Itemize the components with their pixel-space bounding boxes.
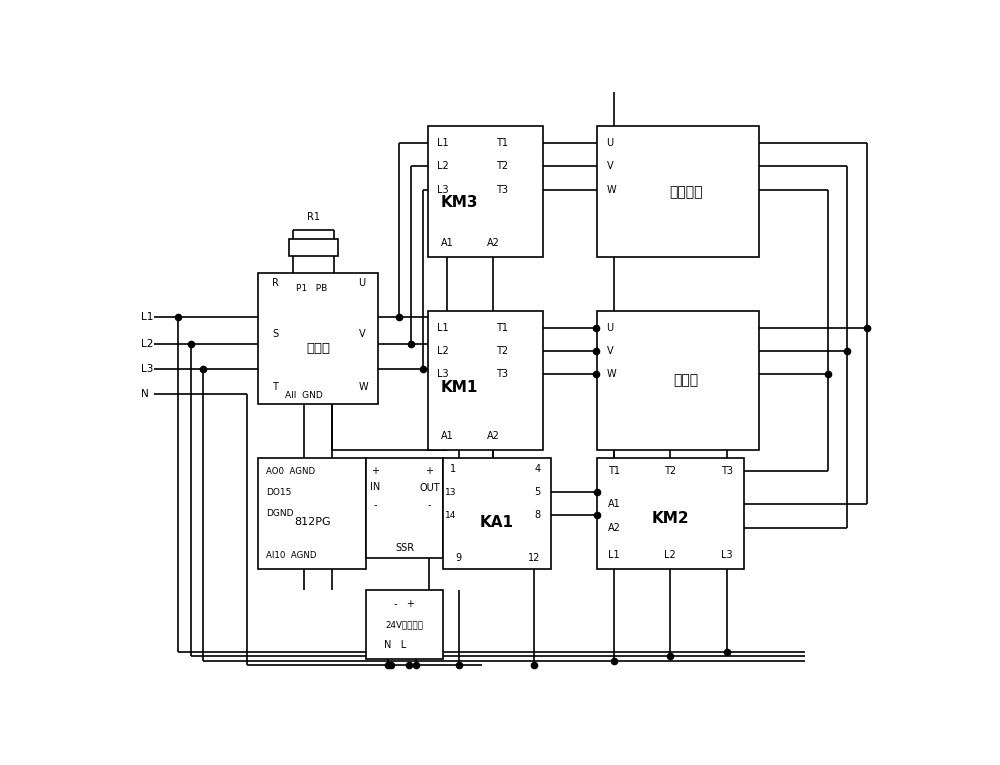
Text: A2: A2 — [487, 431, 500, 441]
Text: W: W — [606, 369, 616, 379]
Bar — [443, 457, 551, 569]
Text: A2: A2 — [608, 523, 621, 533]
Bar — [289, 239, 338, 256]
Text: L2: L2 — [437, 161, 449, 171]
Text: T3: T3 — [721, 467, 733, 477]
Text: L2: L2 — [141, 339, 154, 349]
Text: -   +: - + — [394, 599, 415, 609]
Text: W: W — [606, 184, 616, 194]
Text: U: U — [358, 278, 366, 288]
Text: R: R — [272, 278, 279, 288]
Text: L1: L1 — [141, 312, 154, 322]
Text: AII  GND: AII GND — [285, 392, 323, 400]
Text: +: + — [425, 467, 433, 477]
Text: V: V — [358, 330, 365, 340]
Text: S: S — [272, 330, 278, 340]
Bar — [597, 311, 759, 450]
Text: 4: 4 — [534, 464, 540, 474]
Text: KM3: KM3 — [440, 195, 478, 210]
Text: DGND: DGND — [266, 509, 294, 518]
Text: L2: L2 — [664, 550, 676, 560]
Text: T1: T1 — [608, 467, 620, 477]
Text: 812PG: 812PG — [294, 517, 331, 527]
Text: U: U — [606, 323, 614, 334]
Text: T2: T2 — [664, 467, 676, 477]
Text: T1: T1 — [496, 323, 508, 334]
Text: U: U — [606, 138, 614, 148]
Text: 14: 14 — [445, 511, 457, 519]
Bar — [366, 457, 443, 558]
Bar — [597, 457, 744, 569]
Text: 12: 12 — [528, 552, 540, 562]
Text: T2: T2 — [496, 347, 508, 356]
Bar — [258, 273, 378, 404]
Text: T3: T3 — [496, 184, 508, 194]
Bar — [428, 126, 543, 257]
Text: L3: L3 — [141, 364, 154, 374]
Text: DO15: DO15 — [266, 488, 291, 496]
Bar — [366, 590, 443, 659]
Text: KM1: KM1 — [440, 380, 478, 395]
Text: L1: L1 — [608, 550, 620, 560]
Text: R1: R1 — [307, 213, 320, 223]
Text: 辅助风机: 辅助风机 — [669, 185, 703, 199]
Text: L3: L3 — [437, 184, 449, 194]
Text: AI10  AGND: AI10 AGND — [266, 551, 317, 560]
Text: L1: L1 — [437, 138, 449, 148]
Text: 5: 5 — [534, 487, 540, 497]
Text: 1: 1 — [450, 464, 456, 474]
Text: T: T — [272, 382, 278, 392]
Bar — [428, 311, 543, 450]
Text: 主风机: 主风机 — [674, 373, 699, 388]
Text: T3: T3 — [496, 369, 508, 379]
Text: L3: L3 — [721, 550, 732, 560]
Text: KA1: KA1 — [480, 515, 514, 530]
Text: T1: T1 — [496, 138, 508, 148]
Text: KM2: KM2 — [652, 512, 689, 526]
Text: 24V开关电源: 24V开关电源 — [386, 620, 424, 629]
Text: A1: A1 — [441, 431, 453, 441]
Text: N: N — [141, 389, 149, 399]
Text: AO0  AGND: AO0 AGND — [266, 467, 315, 476]
Text: -: - — [374, 500, 377, 510]
Text: A1: A1 — [608, 499, 621, 509]
Text: 变频器: 变频器 — [306, 342, 330, 355]
Text: V: V — [606, 161, 613, 171]
Text: IN: IN — [370, 482, 381, 492]
Text: OUT: OUT — [419, 483, 440, 493]
Text: N   L: N L — [384, 640, 407, 650]
Text: W: W — [358, 382, 368, 392]
Text: V: V — [606, 347, 613, 356]
Text: L3: L3 — [437, 369, 449, 379]
Text: L2: L2 — [437, 347, 449, 356]
Text: +: + — [371, 467, 379, 477]
Bar — [597, 126, 759, 257]
Text: A1: A1 — [441, 239, 453, 249]
Bar — [258, 457, 366, 569]
Text: A2: A2 — [487, 239, 500, 249]
Text: 8: 8 — [534, 510, 540, 520]
Text: -: - — [428, 500, 431, 510]
Text: L1: L1 — [437, 323, 449, 334]
Text: 13: 13 — [445, 488, 457, 496]
Text: T2: T2 — [496, 161, 508, 171]
Text: SSR: SSR — [395, 543, 414, 553]
Text: 9: 9 — [456, 552, 462, 562]
Text: P1   PB: P1 PB — [296, 284, 328, 293]
